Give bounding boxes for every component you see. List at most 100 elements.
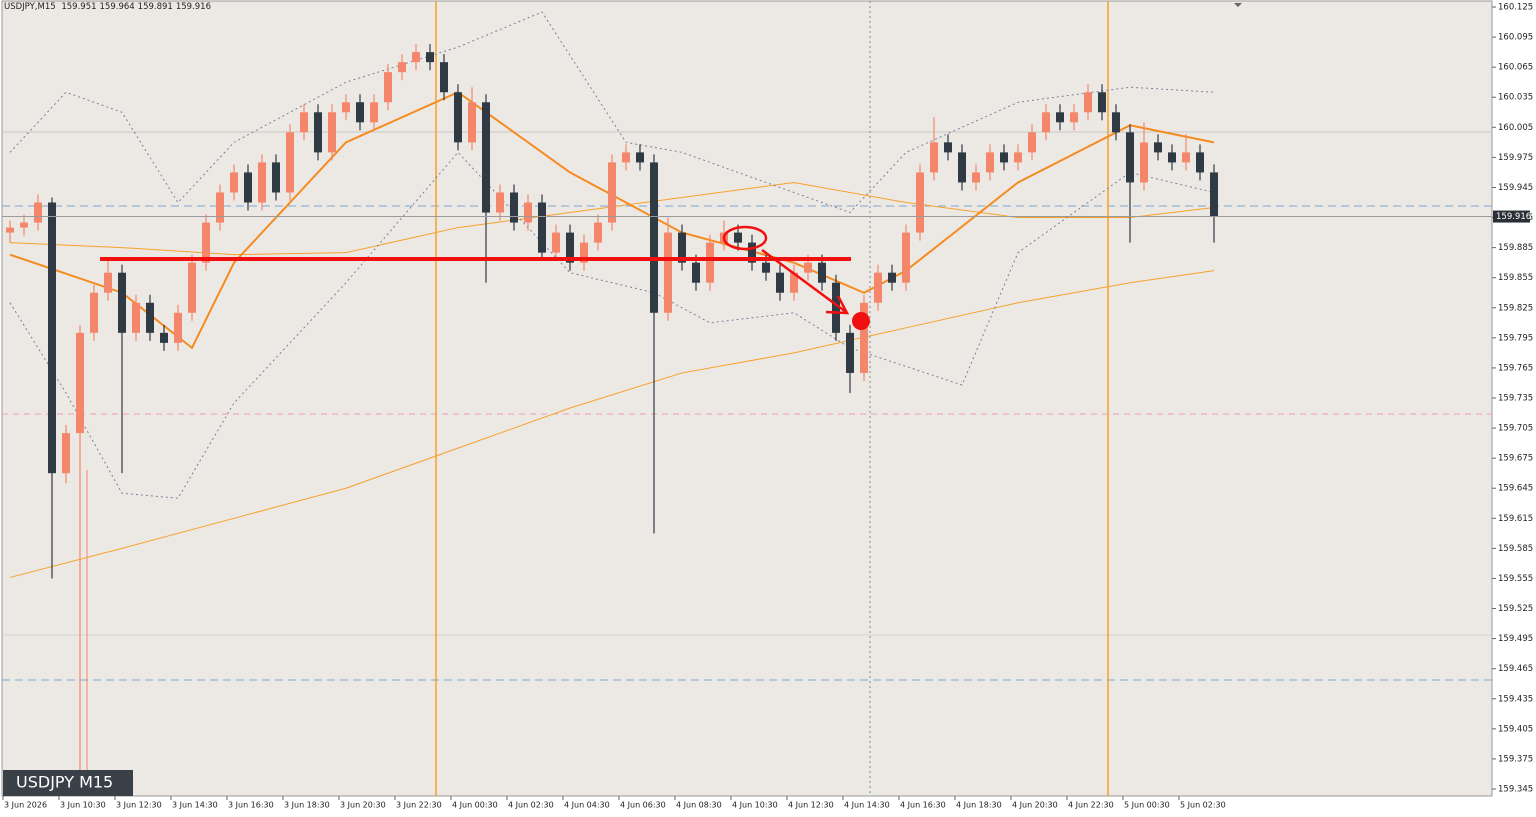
last-price-box: [1493, 210, 1530, 223]
x-tick-label: 3 Jun 18:30: [284, 801, 330, 810]
y-tick-label: 159.705: [1498, 424, 1533, 434]
candle-body: [272, 162, 280, 193]
x-tick-label: 3 Jun 20:30: [340, 801, 386, 810]
y-tick-label: 160.005: [1498, 123, 1533, 133]
y-tick-label: 159.435: [1498, 694, 1533, 704]
candle-body: [1028, 132, 1036, 153]
x-tick-label: 5 Jun 02:30: [1180, 801, 1226, 810]
x-tick-label: 3 Jun 10:30: [60, 801, 106, 810]
y-tick-label: 159.885: [1498, 243, 1533, 253]
candle-body: [790, 272, 798, 293]
candle-body: [1098, 92, 1106, 113]
y-tick-label: 159.375: [1498, 754, 1533, 764]
candle-body: [76, 332, 84, 434]
x-tick-label: 3 Jun 22:30: [396, 801, 442, 810]
x-tick-label: 3 Jun 16:30: [228, 801, 274, 810]
quote-open: 159.951: [61, 2, 97, 12]
y-tick-label: 159.645: [1498, 484, 1533, 494]
candle-body: [748, 242, 756, 263]
drawn-arrow: [761, 248, 847, 314]
x-tick-label: 3 Jun 14:30: [172, 801, 218, 810]
candle-body: [258, 162, 266, 203]
candle-body: [510, 192, 518, 223]
symbol-badge: [3, 770, 133, 796]
candle-body: [160, 332, 168, 343]
candle-body: [832, 282, 840, 333]
candle-body: [636, 152, 644, 163]
x-tick-label: 4 Jun 12:30: [788, 801, 834, 810]
quote-high: 159.964: [99, 2, 135, 12]
candle-body: [552, 232, 560, 253]
candle-body: [188, 262, 196, 313]
candle-body: [1182, 152, 1190, 163]
y-tick-label: 159.465: [1498, 664, 1533, 674]
candles: [6, 44, 1218, 774]
candle-body: [384, 72, 392, 103]
candle-body: [664, 232, 672, 313]
y-axis: 160.125 160.095 160.065 160.035 160.005 159.9…: [2, 3, 1533, 794]
x-tick-label: 4 Jun 02:30: [508, 801, 554, 810]
y-tick-label: 159.735: [1498, 393, 1533, 403]
candle-body: [1140, 142, 1148, 183]
candle-body: [104, 272, 112, 293]
candle-body: [1168, 152, 1176, 163]
candle-body: [1084, 92, 1092, 113]
quote-low: 159.891: [137, 2, 173, 12]
candle-body: [286, 132, 294, 193]
candle-body: [1210, 172, 1218, 217]
candle-body: [916, 172, 924, 233]
candle-body: [804, 262, 812, 273]
plot-area: [1, 0, 1493, 797]
quote-close: 159.916: [175, 2, 211, 12]
y-tick-label: 159.795: [1498, 333, 1533, 343]
y-tick-label: 159.495: [1498, 634, 1533, 644]
candle-body: [888, 272, 896, 283]
y-tick-label: 159.825: [1498, 303, 1533, 313]
y-tick-label: 160.125: [1498, 3, 1533, 13]
indicator-line: [9, 181, 1215, 256]
candle-body: [62, 433, 70, 474]
candle-body: [20, 222, 28, 228]
x-tick-label: 4 Jun 22:30: [1068, 801, 1114, 810]
y-tick-label: 159.585: [1498, 544, 1533, 554]
candle-body: [1126, 132, 1134, 183]
candle-body: [6, 227, 14, 233]
candle-body: [524, 202, 532, 223]
drawn-dot: [852, 312, 870, 330]
symbol-badge-text: USDJPY M15: [16, 773, 113, 792]
candle-body: [622, 152, 630, 163]
candle-body: [496, 192, 504, 213]
indicators: [9, 11, 1215, 578]
y-tick-label: 159.345: [1498, 784, 1533, 794]
candle-body: [34, 202, 42, 223]
x-tick-label: 4 Jun 04:30: [564, 801, 610, 810]
candle-body: [314, 112, 322, 153]
x-tick-label: 3 Jun 2026: [4, 801, 47, 810]
candle-body: [566, 232, 574, 263]
candle-body: [594, 222, 602, 243]
candle-body: [692, 262, 700, 283]
y-tick-label: 159.675: [1498, 454, 1533, 464]
candle-body: [300, 112, 308, 133]
levels: [2, 1, 1492, 796]
candle-body: [468, 102, 476, 143]
candle-body: [734, 232, 742, 243]
candle-body: [1112, 112, 1120, 133]
candle-body: [328, 112, 336, 153]
candle-body: [1056, 112, 1064, 123]
y-tick-label: 159.975: [1498, 153, 1533, 163]
candle-body: [678, 232, 686, 263]
candle-body: [1196, 152, 1204, 173]
symbol: USDJPY,M15: [4, 2, 56, 12]
candle-body: [426, 52, 434, 63]
candle-body: [440, 62, 448, 93]
candle-body: [874, 272, 882, 303]
candle-body: [1154, 142, 1162, 153]
x-tick-label: 4 Jun 16:30: [900, 801, 946, 810]
candle-body: [1014, 152, 1022, 163]
candle-body: [48, 202, 56, 474]
x-tick-label: 3 Jun 12:30: [116, 801, 162, 810]
y-tick-label: 160.065: [1498, 63, 1533, 73]
